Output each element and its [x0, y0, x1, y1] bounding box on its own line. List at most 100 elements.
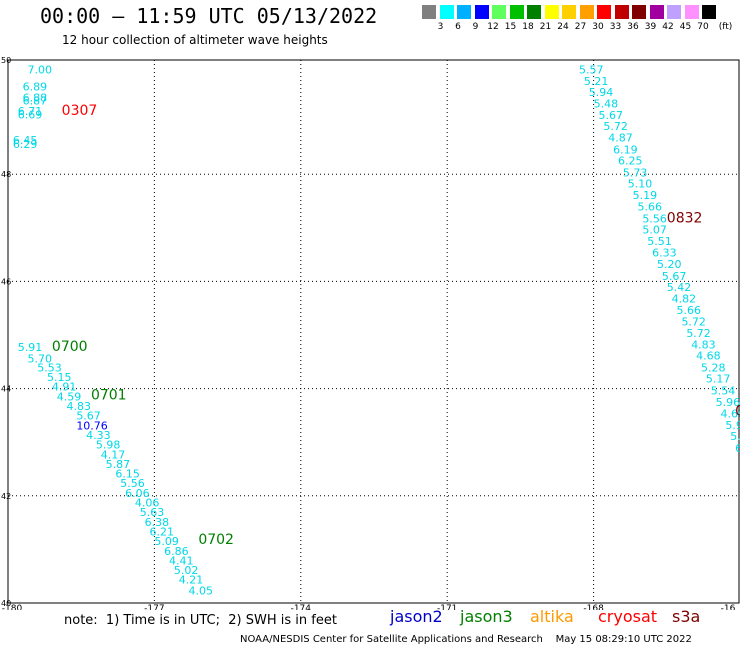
scale-swatch	[457, 5, 471, 19]
swh-value: 5.91	[18, 341, 43, 354]
page-title: 00:00 – 11:59 UTC 05/13/2022	[40, 4, 378, 28]
swh-value: 6.71	[18, 105, 43, 118]
scale-swatch	[527, 5, 541, 19]
swh-value: 6.88	[23, 91, 48, 104]
scale-label: 33	[609, 22, 622, 32]
swh-value: 4.21	[179, 574, 204, 587]
track-time-label: 0701	[91, 387, 127, 403]
swh-value: 6.21	[150, 525, 175, 538]
scale-label: 39	[644, 22, 657, 32]
scale-label: 42	[662, 22, 674, 32]
swh-value: 6.33	[652, 247, 677, 260]
swh-value: 4.33	[86, 429, 111, 442]
swh-value: 4.59	[57, 390, 82, 403]
scale-swatch	[684, 5, 699, 19]
scale-swatch	[562, 5, 576, 19]
swh-value: 5.53	[37, 361, 62, 374]
track-points: 7.00 6.896.886.876.716.69 6.456.29 5.575.21…	[13, 63, 740, 597]
swh-value: 4.83	[691, 338, 716, 351]
lon-tick-label: -180	[2, 604, 23, 610]
swh-value: 4.87	[608, 132, 633, 145]
lon-tick-label: -174	[291, 604, 312, 610]
satellite-legend-item: jason3	[460, 607, 513, 626]
scale-swatch	[422, 5, 436, 19]
swh-value: 5.94	[589, 86, 614, 99]
scale-swatch	[509, 5, 524, 19]
scale-swatch	[632, 5, 646, 19]
swh-value: 4.91	[52, 381, 77, 394]
swh-value: 5.56	[120, 477, 144, 490]
track-labels: 0307 0832 08 0700 0701 0702	[52, 103, 740, 548]
scale-label: 15	[504, 22, 517, 32]
swh-value: 6.06	[125, 487, 149, 500]
swh-value: 5.09	[154, 535, 179, 548]
scale-label: 27	[574, 22, 587, 32]
swh-value: 6.89	[23, 81, 48, 94]
swh-value: 5.42	[667, 281, 692, 294]
lat-tick-label: 44	[1, 385, 11, 394]
map-frame	[7, 59, 740, 604]
scale-swatch	[702, 5, 716, 19]
scale-swatch	[597, 5, 611, 19]
swh-value: 5.17	[706, 373, 731, 386]
swh-value: 5.15	[47, 371, 72, 384]
scale-label: 30	[592, 22, 604, 32]
wave-height-map[interactable]: -180 -177 -174 -171 -168 -16 50 48 46 44 42 40 7.00…	[0, 0, 740, 610]
swh-value: 5.92	[725, 419, 740, 432]
scale-label: 21	[539, 22, 552, 32]
swh-value: 6.86	[164, 545, 189, 558]
swh-value: 6.87	[23, 95, 48, 108]
scale-label: 6	[455, 22, 461, 32]
satellite-legend-item: altika	[530, 607, 574, 626]
swh-value: 5.70	[28, 352, 53, 365]
swh-value: 4.82	[672, 292, 697, 305]
swh-value: 7.00	[28, 63, 53, 76]
scale-swatch	[614, 5, 629, 19]
lat-tick-label: 42	[1, 492, 11, 501]
satellite-legend-item: cryosat	[598, 607, 658, 626]
scale-label: 70	[697, 22, 709, 32]
swh-value: 5.87	[106, 458, 131, 471]
swh-value: 4.41	[169, 554, 194, 567]
track-time-label: 0307	[62, 103, 98, 119]
map-tick-labels: -180 -177 -174 -171 -168 -16 50 48 46 44 42 40	[1, 56, 736, 610]
swh-value: 6.45	[13, 134, 38, 147]
swh-value: 5.02	[174, 564, 199, 577]
track-time-label: 08	[735, 403, 740, 419]
swh-value: 5.48	[594, 98, 619, 111]
scale-label: 18	[522, 22, 534, 32]
swh-value: 4.60	[720, 408, 740, 421]
track-time-label: 0700	[52, 339, 88, 355]
swh-value: 5.20	[657, 258, 682, 271]
swh-value: 5.72	[686, 327, 711, 340]
scale-swatch	[667, 5, 681, 19]
swh-value: 6.69	[18, 108, 43, 121]
swh-value: 5.86	[730, 430, 740, 443]
swh-value: 5.67	[598, 109, 623, 122]
swh-value: 6.29	[13, 138, 38, 151]
swh-value: 5.21	[584, 75, 609, 88]
swh-value: 5.67	[76, 410, 101, 423]
swh-value: 6.19	[613, 143, 638, 156]
swh-value: 5.66	[677, 304, 702, 317]
scale-label: 24	[557, 22, 569, 32]
swh-value: 4.68	[696, 350, 721, 363]
lon-tick-label: -177	[144, 604, 164, 610]
scale-label: 12	[487, 22, 499, 32]
scale-swatch	[474, 5, 489, 19]
scale-swatch	[579, 5, 594, 19]
swh-value: 10.76	[76, 419, 108, 432]
swh-value: 5.57	[579, 63, 604, 76]
swh-value: 6.25	[618, 155, 643, 168]
lat-tick-label: 46	[1, 277, 11, 286]
scale-swatch	[649, 5, 664, 19]
swh-value: 4.06	[135, 497, 160, 510]
page-subtitle: 12 hour collection of altimeter wave hei…	[62, 33, 328, 47]
swh-value: 5.56	[642, 212, 667, 225]
swh-value: 4.05	[189, 584, 214, 597]
scale-label: 3	[437, 22, 444, 32]
map-grid	[7, 59, 740, 604]
lon-tick-label: -171	[437, 604, 457, 610]
swh-value: 5.73	[623, 166, 648, 179]
satellite-legend-item: s3a	[672, 607, 701, 626]
